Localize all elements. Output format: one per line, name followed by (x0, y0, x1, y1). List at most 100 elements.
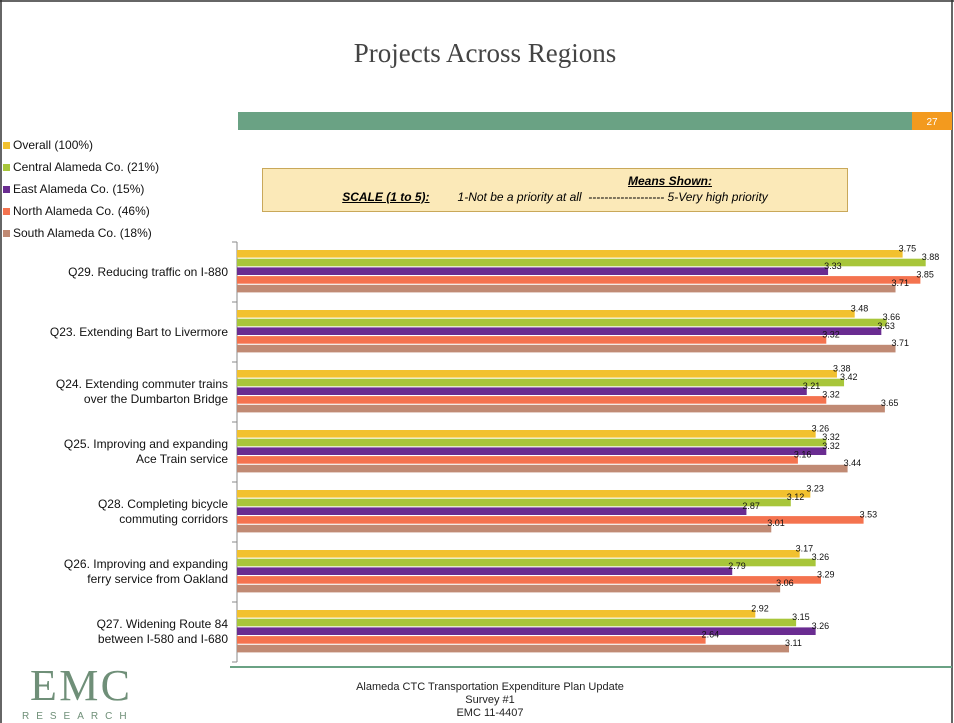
means-box: Means Shown: SCALE (1 to 5): 1-Not be a p… (262, 168, 848, 212)
bar (237, 310, 855, 318)
bar (237, 284, 896, 293)
bar (237, 250, 903, 258)
value-label: 3.26 (812, 423, 830, 433)
value-label: 2.79 (728, 561, 746, 571)
value-label: 2.87 (742, 501, 760, 511)
bar (237, 610, 756, 618)
value-label: 3.44 (844, 458, 862, 468)
value-label: 3.16 (794, 449, 812, 459)
bar (237, 258, 926, 267)
value-label: 3.48 (851, 303, 869, 313)
value-label: 3.15 (792, 612, 810, 622)
bar (237, 464, 848, 473)
value-label: 3.53 (860, 509, 878, 519)
bar (237, 490, 811, 498)
value-label: 2.64 (702, 629, 720, 639)
value-label: 3.33 (824, 261, 842, 271)
header-band (238, 112, 912, 130)
bar (237, 370, 837, 378)
bar (237, 498, 791, 507)
value-label: 3.71 (892, 338, 910, 348)
page-number: 27 (926, 117, 938, 128)
value-label: 3.88 (922, 252, 940, 262)
bar (237, 567, 733, 575)
means-scale: SCALE (1 to 5): 1-Not be a priority at al… (263, 190, 847, 204)
bar (237, 336, 827, 344)
category-label: Q26. Improving and expanding ferry servi… (63, 557, 228, 586)
footer-line-text: Alameda CTC Transportation Expenditure P… (356, 681, 624, 693)
value-label: 3.26 (812, 552, 830, 562)
page-number-box (912, 112, 952, 130)
footer-line-text: EMC 11-4407 (456, 707, 524, 719)
bar (237, 447, 827, 455)
value-label: 3.11 (785, 638, 802, 648)
bar (237, 430, 816, 438)
value-label: 3.85 (916, 269, 934, 279)
legend-swatch (3, 208, 10, 215)
bar (237, 644, 790, 653)
logo: EMC (30, 661, 130, 710)
bar (237, 344, 896, 353)
bar (237, 318, 887, 327)
value-label: 3.32 (822, 329, 840, 339)
value-label: 3.21 (803, 381, 821, 391)
bar (237, 584, 781, 593)
footer-line-text: Survey #1 (465, 694, 515, 706)
bar (237, 387, 807, 395)
bar (237, 627, 816, 635)
bar (237, 378, 845, 387)
value-label: 3.12 (787, 492, 805, 502)
value-label: 3.29 (817, 569, 835, 579)
bar (237, 516, 864, 524)
value-label: 3.23 (806, 483, 824, 493)
category-label: Q27. Widening Route 84 between I-580 and… (96, 617, 228, 646)
bar (237, 404, 885, 413)
legend-swatch (3, 164, 10, 171)
value-label: 3.01 (767, 518, 785, 528)
logo-sub: RESEARCH (22, 711, 134, 722)
bar (237, 438, 827, 447)
bar (237, 576, 821, 584)
bar (237, 636, 706, 644)
bar (237, 267, 829, 275)
means-heading: Means Shown: (627, 174, 712, 188)
value-label: 3.32 (822, 389, 840, 399)
category-label: Q29. Reducing traffic on I-880 (68, 264, 228, 279)
value-label: 3.65 (881, 398, 899, 408)
value-label: 3.71 (892, 278, 910, 288)
category-label: Q28. Completing bicycle commuting corrid… (97, 497, 228, 526)
category-label: Q25. Improving and expanding Ace Train s… (63, 437, 228, 466)
value-label: 3.75 (899, 243, 917, 253)
bar (237, 276, 921, 284)
legend-label: South Alameda Co. (18%) (13, 226, 152, 240)
value-label: 3.26 (812, 621, 830, 631)
legend-label: North Alameda Co. (46%) (13, 204, 150, 218)
value-label: 3.38 (833, 363, 851, 373)
legend-label: East Alameda Co. (15%) (13, 182, 144, 196)
value-label: 3.63 (877, 321, 895, 331)
bar (237, 618, 797, 627)
value-label: 3.32 (822, 441, 840, 451)
legend-label: Overall (100%) (13, 138, 93, 152)
bar (237, 396, 827, 404)
footer-text: Alameda CTC Transportation Expenditure P… (300, 681, 680, 720)
bar (237, 327, 882, 335)
legend-swatch (3, 230, 10, 237)
bar (237, 456, 798, 464)
value-label: 3.66 (883, 312, 901, 322)
value-label: 3.06 (776, 578, 794, 588)
slide-title: Projects Across Regions (354, 38, 617, 68)
legend-label: Central Alameda Co. (21%) (13, 160, 159, 174)
legend-swatch (3, 186, 10, 193)
value-label: 2.92 (751, 603, 769, 613)
value-label: 3.42 (840, 372, 858, 382)
value-label: 3.17 (796, 543, 814, 553)
bar (237, 550, 800, 558)
bar (237, 507, 747, 515)
category-label: Q24. Extending commuter trains over the … (55, 377, 228, 406)
scale-label: SCALE (1 to 5): (342, 190, 430, 204)
value-label: 3.32 (822, 432, 840, 442)
bar (237, 524, 772, 533)
